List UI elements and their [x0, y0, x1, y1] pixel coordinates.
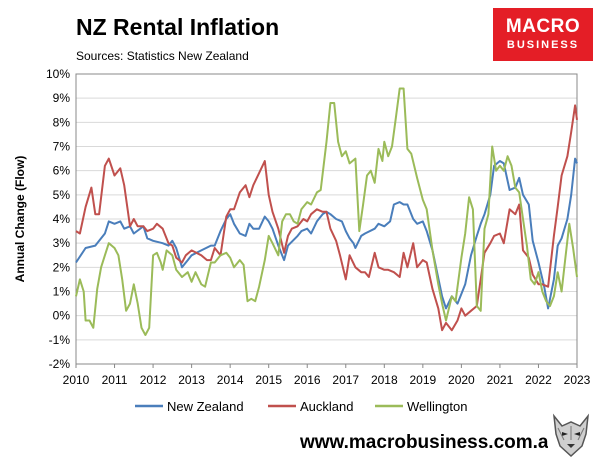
x-tick-label: 2022	[525, 373, 552, 387]
y-tick-label: -1%	[49, 333, 71, 347]
plot-area-border	[75, 73, 578, 365]
x-tick-label: 2015	[255, 373, 282, 387]
x-tick-label: 2021	[487, 373, 514, 387]
y-tick-label: 9%	[53, 91, 71, 105]
y-axis-ticks: -2% -1% 0% 1% 2% 3% 4% 5% 6% 7% 8% 9% 10%	[46, 67, 70, 371]
macrobusiness-logo: MACRO BUSINESS	[493, 8, 593, 61]
y-tick-label: 5%	[53, 188, 71, 202]
y-tick-label: 2%	[53, 260, 71, 274]
y-tick-label: 10%	[46, 67, 70, 81]
logo-line2: BUSINESS	[506, 39, 580, 51]
y-tick-label: 6%	[53, 164, 71, 178]
x-tick-label: 2018	[371, 373, 398, 387]
series-lines	[75, 87, 578, 336]
y-tick-label: 1%	[53, 285, 71, 299]
gridlines	[76, 73, 577, 365]
series-line-auckland	[75, 104, 578, 332]
legend: New Zealand Auckland Wellington	[135, 399, 467, 414]
x-tick-label: 2020	[448, 373, 475, 387]
logo-line1: MACRO	[505, 16, 581, 37]
legend-label-new-zealand: New Zealand	[167, 399, 244, 414]
x-tick-label: 2017	[332, 373, 359, 387]
legend-label-wellington: Wellington	[407, 399, 467, 414]
x-tick-label: 2023	[564, 373, 591, 387]
y-tick-label: 4%	[53, 212, 71, 226]
y-tick-label: 8%	[53, 115, 71, 129]
y-tick-label: 7%	[53, 140, 71, 154]
x-tick-label: 2013	[178, 373, 205, 387]
legend-label-auckland: Auckland	[300, 399, 353, 414]
x-tick-label: 2012	[140, 373, 167, 387]
x-tick-label: 2014	[217, 373, 244, 387]
x-tick-label: 2010	[63, 373, 90, 387]
x-tick-label: 2016	[294, 373, 321, 387]
x-tick-label: 2019	[409, 373, 436, 387]
y-tick-label: 3%	[53, 236, 71, 250]
y-axis-label: Annual Change (Flow)	[13, 156, 27, 283]
series-line-wellington	[75, 87, 578, 336]
y-tick-label: -2%	[49, 357, 71, 371]
series-line-new-zealand	[75, 157, 578, 310]
page-title: NZ Rental Inflation	[76, 14, 280, 40]
x-axis-ticks: 2010 2011 2012 2013 2014 2015 2016 2017 2018 2019…	[63, 364, 591, 387]
chart-subtitle: Sources: Statistics New Zealand	[76, 49, 249, 63]
footer-url: www.macrobusiness.com.au	[300, 432, 561, 453]
wolf-logo-icon	[548, 410, 594, 460]
y-tick-label: 0%	[53, 309, 71, 323]
x-tick-label: 2011	[102, 373, 128, 387]
